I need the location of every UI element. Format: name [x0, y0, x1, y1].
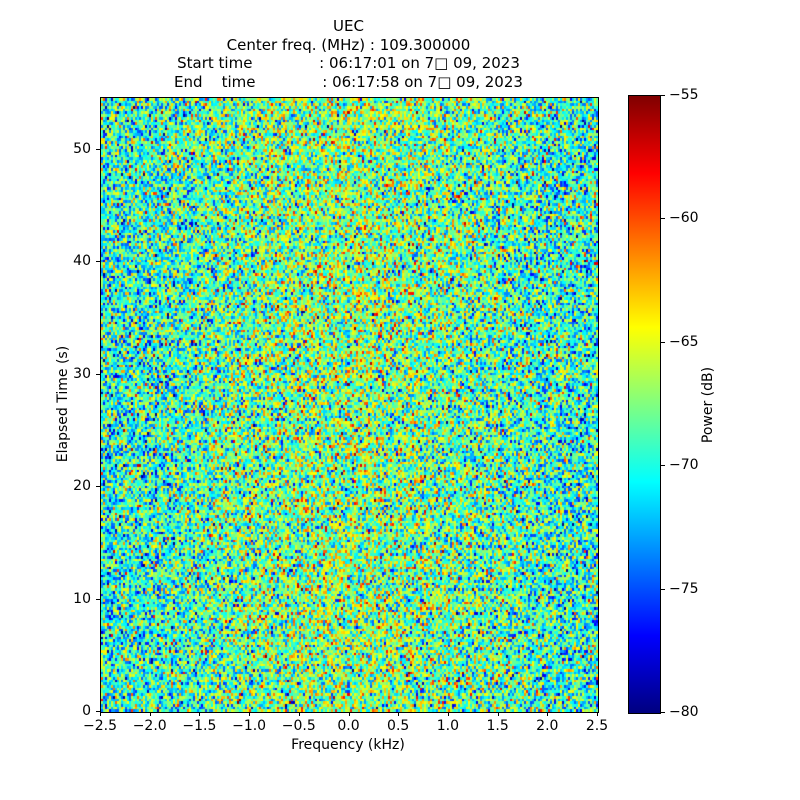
x-tick-label: 0.5: [387, 718, 410, 734]
colorbar-tick-mark: [661, 465, 665, 467]
x-tick-label: −2.0: [132, 718, 167, 734]
y-tick-label: 40: [73, 253, 91, 270]
x-tick-mark: [298, 712, 300, 716]
colorbar-gradient: [629, 96, 660, 713]
x-tick-label: −2.5: [83, 718, 117, 734]
x-tick-mark: [149, 712, 151, 716]
colorbar-tick-mark: [661, 712, 665, 713]
y-tick-label: 0: [82, 703, 91, 719]
end-time-line: End time : 06:17:58 on 7□ 09, 2023: [174, 72, 523, 91]
x-tick-label: 2.0: [536, 718, 559, 734]
colorbar: [628, 95, 661, 714]
y-tick-label: 30: [73, 365, 91, 382]
plot-title: UEC: [333, 17, 364, 35]
y-axis-label: Elapsed Time (s): [55, 345, 71, 463]
x-tick-mark: [497, 712, 499, 716]
x-tick-mark: [547, 712, 549, 716]
x-tick-mark: [100, 712, 101, 716]
colorbar-tick-label: −70: [669, 457, 699, 474]
x-tick-mark: [597, 712, 598, 716]
x-tick-label: −1.5: [182, 718, 217, 734]
colorbar-tick-mark: [661, 218, 665, 220]
colorbar-label: Power (dB): [700, 366, 716, 444]
x-tick-mark: [447, 712, 449, 716]
x-tick-mark: [348, 712, 350, 716]
y-tick-mark: [96, 711, 100, 712]
x-tick-label: −0.5: [281, 718, 316, 734]
x-tick-mark: [199, 712, 201, 716]
y-tick-mark: [96, 373, 100, 375]
colorbar-tick-label: −75: [669, 580, 699, 597]
x-tick-mark: [398, 712, 400, 716]
start-time-line: Start time : 06:17:01 on 7□ 09, 2023: [177, 54, 520, 72]
y-tick-mark: [96, 261, 100, 263]
x-tick-label: −1.0: [232, 718, 267, 734]
y-tick-mark: [96, 486, 100, 488]
spectrogram-heatmap: [101, 98, 598, 712]
y-tick-mark: [96, 598, 100, 600]
colorbar-tick-label: −65: [669, 333, 699, 350]
x-tick-label: 1.0: [436, 718, 460, 734]
y-tick-mark: [96, 148, 100, 150]
x-tick-label: 2.5: [585, 718, 609, 734]
colorbar-tick-label: −80: [669, 704, 699, 720]
plot-axes-frame: [100, 97, 599, 713]
colorbar-tick-label: −60: [669, 210, 699, 227]
x-axis-label: Frequency (kHz): [291, 737, 405, 753]
colorbar-tick-mark: [661, 341, 665, 343]
x-tick-mark: [249, 712, 251, 716]
colorbar-tick-mark: [661, 588, 665, 590]
y-tick-label: 10: [73, 590, 91, 607]
colorbar-tick-mark: [661, 95, 665, 96]
colorbar-tick-label: −55: [669, 87, 699, 103]
y-tick-label: 20: [73, 478, 91, 495]
x-tick-label: 1.5: [486, 718, 509, 734]
y-tick-label: 50: [73, 140, 91, 157]
plot-title-block: UEC Center freq. (MHz) : 109.300000 Star…: [100, 17, 597, 91]
center-freq-line: Center freq. (MHz) : 109.300000: [226, 35, 471, 54]
x-tick-label: 0.0: [337, 718, 360, 734]
